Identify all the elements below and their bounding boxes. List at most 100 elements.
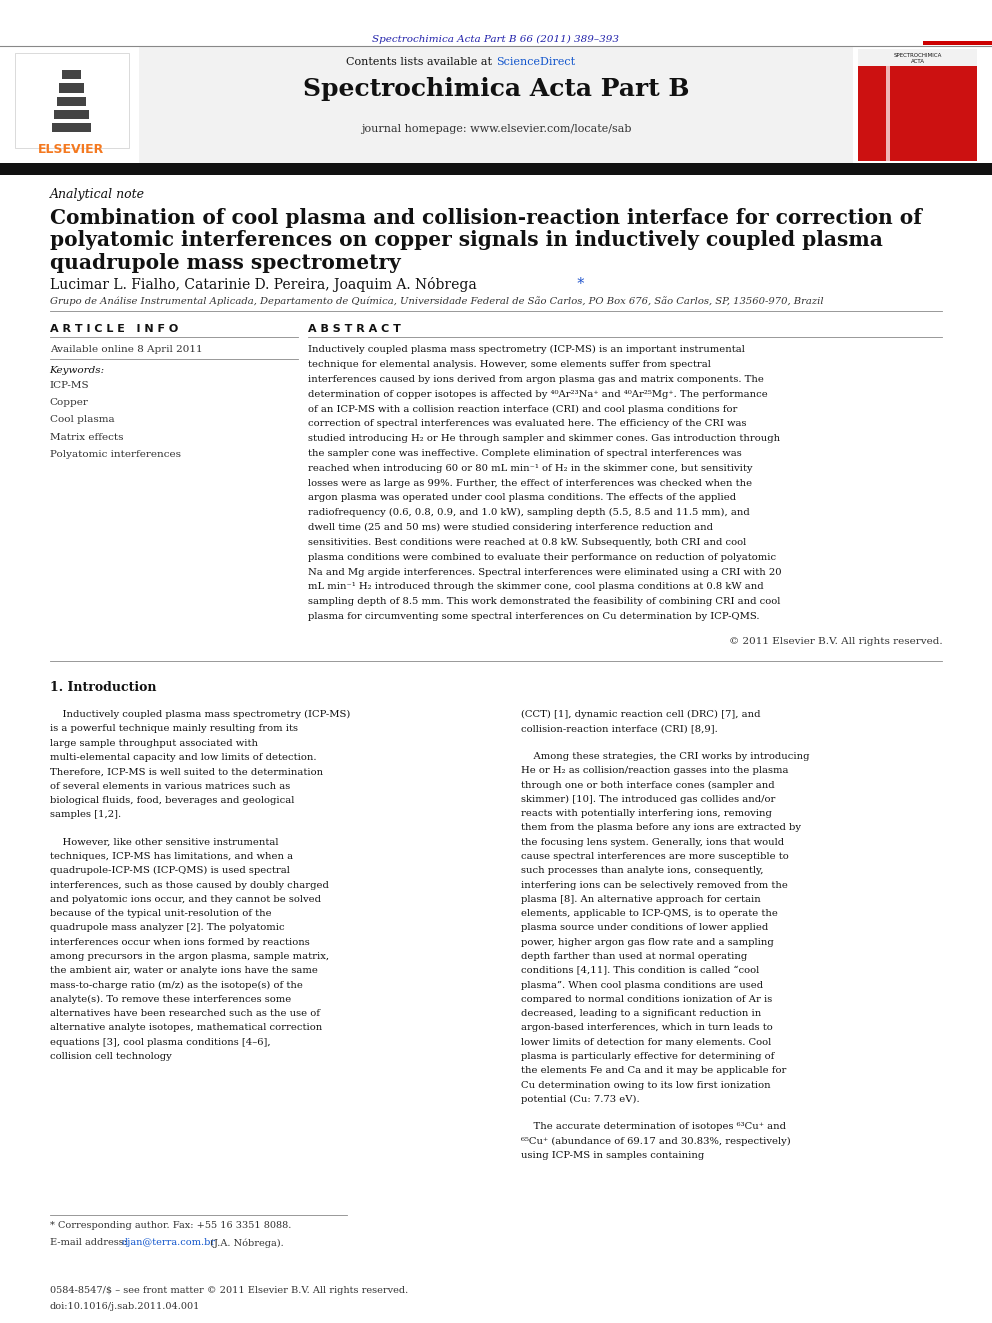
Text: is a powerful technique mainly resulting from its: is a powerful technique mainly resulting… (50, 725, 298, 733)
Text: argon plasma was operated under cool plasma conditions. The effects of the appli: argon plasma was operated under cool pla… (308, 493, 736, 503)
Bar (52, 123, 91, 132)
Text: quadrupole mass spectrometry: quadrupole mass spectrometry (50, 253, 400, 273)
Text: large sample throughput associated with: large sample throughput associated with (50, 738, 258, 747)
Text: techniques, ICP-MS has limitations, and when a: techniques, ICP-MS has limitations, and … (50, 852, 293, 861)
Text: through one or both interface cones (sampler and: through one or both interface cones (sam… (521, 781, 775, 790)
Text: of an ICP-MS with a collision reaction interface (CRI) and cool plasma condition: of an ICP-MS with a collision reaction i… (308, 405, 737, 414)
Text: compared to normal conditions ionization of Ar is: compared to normal conditions ionization… (521, 995, 772, 1004)
Text: interferences occur when ions formed by reactions: interferences occur when ions formed by … (50, 938, 310, 947)
Text: journal homepage: www.elsevier.com/locate/sab: journal homepage: www.elsevier.com/locat… (361, 124, 631, 135)
Text: biological fluids, food, beverages and geological: biological fluids, food, beverages and g… (50, 796, 294, 804)
Text: lower limits of detection for many elements. Cool: lower limits of detection for many eleme… (521, 1037, 771, 1046)
Text: dwell time (25 and 50 ms) were studied considering interference reduction and: dwell time (25 and 50 ms) were studied c… (308, 523, 712, 532)
Text: However, like other sensitive instrumental: However, like other sensitive instrument… (50, 837, 278, 847)
Text: Spectrochimica Acta Part B 66 (2011) 389–393: Spectrochimica Acta Part B 66 (2011) 389… (373, 34, 619, 44)
Text: power, higher argon gas flow rate and a sampling: power, higher argon gas flow rate and a … (521, 938, 774, 947)
Text: and polyatomic ions occur, and they cannot be solved: and polyatomic ions occur, and they cann… (50, 894, 320, 904)
Text: potential (Cu: 7.73 eV).: potential (Cu: 7.73 eV). (521, 1095, 640, 1103)
Text: plasma for circumventing some spectral interferences on Cu determination by ICP-: plasma for circumventing some spectral i… (308, 613, 759, 620)
Text: Analytical note: Analytical note (50, 188, 145, 201)
Text: Available online 8 April 2011: Available online 8 April 2011 (50, 345, 202, 355)
Text: The accurate determination of isotopes ⁶³Cu⁺ and: The accurate determination of isotopes ⁶… (521, 1122, 786, 1131)
Text: doi:10.1016/j.sab.2011.04.001: doi:10.1016/j.sab.2011.04.001 (50, 1302, 200, 1311)
Text: Matrix effects: Matrix effects (50, 433, 123, 442)
Text: them from the plasma before any ions are extracted by: them from the plasma before any ions are… (521, 823, 801, 832)
Bar (858, 49, 977, 66)
Text: Combination of cool plasma and collision-reaction interface for correction of: Combination of cool plasma and collision… (50, 208, 922, 228)
Text: depth farther than used at normal operating: depth farther than used at normal operat… (521, 953, 747, 960)
Text: sensitivities. Best conditions were reached at 0.8 kW. Subsequently, both CRI an: sensitivities. Best conditions were reac… (308, 538, 746, 546)
Text: alternative analyte isotopes, mathematical correction: alternative analyte isotopes, mathematic… (50, 1024, 321, 1032)
Text: among precursors in the argon plasma, sample matrix,: among precursors in the argon plasma, sa… (50, 953, 328, 960)
Text: djan@terra.com.br: djan@terra.com.br (121, 1238, 215, 1248)
Text: mass-to-charge ratio (m/z) as the isotope(s) of the: mass-to-charge ratio (m/z) as the isotop… (50, 980, 303, 990)
Text: radiofrequency (0.6, 0.8, 0.9, and 1.0 kW), sampling depth (5.5, 8.5 and 11.5 mm: radiofrequency (0.6, 0.8, 0.9, and 1.0 k… (308, 508, 749, 517)
Text: SPECTROCHIMICA
ACTA: SPECTROCHIMICA ACTA (894, 53, 941, 64)
Text: E-mail address:: E-mail address: (50, 1238, 130, 1248)
Text: Inductively coupled plasma mass spectrometry (ICP-MS): Inductively coupled plasma mass spectrom… (50, 710, 350, 720)
Text: because of the typical unit-resolution of the: because of the typical unit-resolution o… (50, 909, 271, 918)
Bar (923, 41, 992, 45)
Text: reached when introducing 60 or 80 mL min⁻¹ of H₂ in the skimmer cone, but sensit: reached when introducing 60 or 80 mL min… (308, 464, 752, 472)
Text: Inductively coupled plasma mass spectrometry (ICP-MS) is an important instrument: Inductively coupled plasma mass spectrom… (308, 345, 744, 355)
Text: the sampler cone was ineffective. Complete elimination of spectral interferences: the sampler cone was ineffective. Comple… (308, 448, 741, 458)
Text: decreased, leading to a significant reduction in: decreased, leading to a significant redu… (521, 1009, 761, 1019)
Text: plasma [8]. An alternative approach for certain: plasma [8]. An alternative approach for … (521, 894, 761, 904)
Bar (57, 97, 86, 106)
Text: collision-reaction interface (CRI) [8,9].: collision-reaction interface (CRI) [8,9]… (521, 725, 717, 733)
Text: Keywords:: Keywords: (50, 366, 105, 376)
Text: determination of copper isotopes is affected by ⁴⁰Ar²³Na⁺ and ⁴⁰Ar²⁵Mg⁺. The per: determination of copper isotopes is affe… (308, 390, 767, 398)
Text: interferences caused by ions derived from argon plasma gas and matrix components: interferences caused by ions derived fro… (308, 374, 764, 384)
Text: ScienceDirect: ScienceDirect (496, 57, 575, 67)
Text: ELSEVIER: ELSEVIER (39, 143, 104, 156)
Text: plasma”. When cool plasma conditions are used: plasma”. When cool plasma conditions are… (521, 980, 763, 990)
Text: losses were as large as 99%. Further, the effect of interferences was checked wh: losses were as large as 99%. Further, th… (308, 479, 752, 488)
Text: ICP-MS: ICP-MS (50, 381, 89, 390)
Text: elements, applicable to ICP-QMS, is to operate the: elements, applicable to ICP-QMS, is to o… (521, 909, 778, 918)
Text: He or H₂ as collision/reaction gasses into the plasma: He or H₂ as collision/reaction gasses in… (521, 766, 789, 775)
Text: Therefore, ICP-MS is well suited to the determination: Therefore, ICP-MS is well suited to the … (50, 767, 322, 777)
Text: cause spectral interferences are more susceptible to: cause spectral interferences are more su… (521, 852, 789, 861)
Text: such processes than analyte ions, consequently,: such processes than analyte ions, conseq… (521, 867, 763, 876)
Text: plasma conditions were combined to evaluate their performance on reduction of po: plasma conditions were combined to evalu… (308, 553, 776, 562)
Text: mL min⁻¹ H₂ introduced through the skimmer cone, cool plasma conditions at 0.8 k: mL min⁻¹ H₂ introduced through the skimm… (308, 582, 763, 591)
Text: Lucimar L. Fialho, Catarinie D. Pereira, Joaquim A. Nóbrega: Lucimar L. Fialho, Catarinie D. Pereira,… (50, 277, 476, 291)
Bar (886, 66, 890, 161)
Text: the focusing lens system. Generally, ions that would: the focusing lens system. Generally, ion… (521, 837, 784, 847)
Text: collision cell technology: collision cell technology (50, 1052, 172, 1061)
Text: Polyatomic interferences: Polyatomic interferences (50, 450, 181, 459)
Bar (54, 110, 88, 119)
Text: using ICP-MS in samples containing: using ICP-MS in samples containing (521, 1151, 704, 1160)
Bar (139, 46, 853, 165)
Text: interferences, such as those caused by doubly charged: interferences, such as those caused by d… (50, 881, 328, 889)
Text: A B S T R A C T: A B S T R A C T (308, 324, 401, 335)
Text: Cu determination owing to its low first ionization: Cu determination owing to its low first … (521, 1081, 771, 1090)
Text: alternatives have been researched such as the use of: alternatives have been researched such a… (50, 1009, 319, 1019)
Text: Copper: Copper (50, 398, 88, 407)
Text: *: * (573, 277, 584, 291)
Text: of several elements in various matrices such as: of several elements in various matrices … (50, 782, 290, 791)
Text: studied introducing H₂ or He through sampler and skimmer cones. Gas introduction: studied introducing H₂ or He through sam… (308, 434, 780, 443)
Text: Grupo de Análise Instrumental Aplicada, Departamento de Química, Universidade Fe: Grupo de Análise Instrumental Aplicada, … (50, 296, 823, 306)
Text: ⁶⁵Cu⁺ (abundance of 69.17 and 30.83%, respectively): ⁶⁵Cu⁺ (abundance of 69.17 and 30.83%, re… (521, 1136, 791, 1146)
Text: quadrupole mass analyzer [2]. The polyatomic: quadrupole mass analyzer [2]. The polyat… (50, 923, 285, 933)
Text: Contents lists available at: Contents lists available at (346, 57, 496, 67)
Text: multi-elemental capacity and low limits of detection.: multi-elemental capacity and low limits … (50, 753, 316, 762)
Bar (858, 50, 977, 161)
Text: the elements Fe and Ca and it may be applicable for: the elements Fe and Ca and it may be app… (521, 1066, 787, 1076)
Text: Cool plasma: Cool plasma (50, 415, 114, 425)
Text: sampling depth of 8.5 mm. This work demonstrated the feasibility of combining CR: sampling depth of 8.5 mm. This work demo… (308, 597, 780, 606)
Text: interfering ions can be selectively removed from the: interfering ions can be selectively remo… (521, 881, 788, 889)
Text: argon-based interferences, which in turn leads to: argon-based interferences, which in turn… (521, 1024, 773, 1032)
Text: * Corresponding author. Fax: +55 16 3351 8088.: * Corresponding author. Fax: +55 16 3351… (50, 1221, 291, 1230)
Text: plasma source under conditions of lower applied: plasma source under conditions of lower … (521, 923, 768, 933)
Text: Among these strategies, the CRI works by introducing: Among these strategies, the CRI works by… (521, 751, 809, 761)
Text: equations [3], cool plasma conditions [4–6],: equations [3], cool plasma conditions [4… (50, 1037, 270, 1046)
Text: correction of spectral interferences was evaluated here. The efficiency of the C: correction of spectral interferences was… (308, 419, 746, 429)
Text: 0584-8547/$ – see front matter © 2011 Elsevier B.V. All rights reserved.: 0584-8547/$ – see front matter © 2011 El… (50, 1286, 408, 1295)
Text: polyatomic interferences on copper signals in inductively coupled plasma: polyatomic interferences on copper signa… (50, 230, 883, 250)
Bar (0, 163, 992, 175)
Text: Spectrochimica Acta Part B: Spectrochimica Acta Part B (303, 77, 689, 101)
Text: A R T I C L E   I N F O: A R T I C L E I N F O (50, 324, 178, 335)
Text: Na and Mg argide interferences. Spectral interferences were eliminated using a C: Na and Mg argide interferences. Spectral… (308, 568, 781, 577)
